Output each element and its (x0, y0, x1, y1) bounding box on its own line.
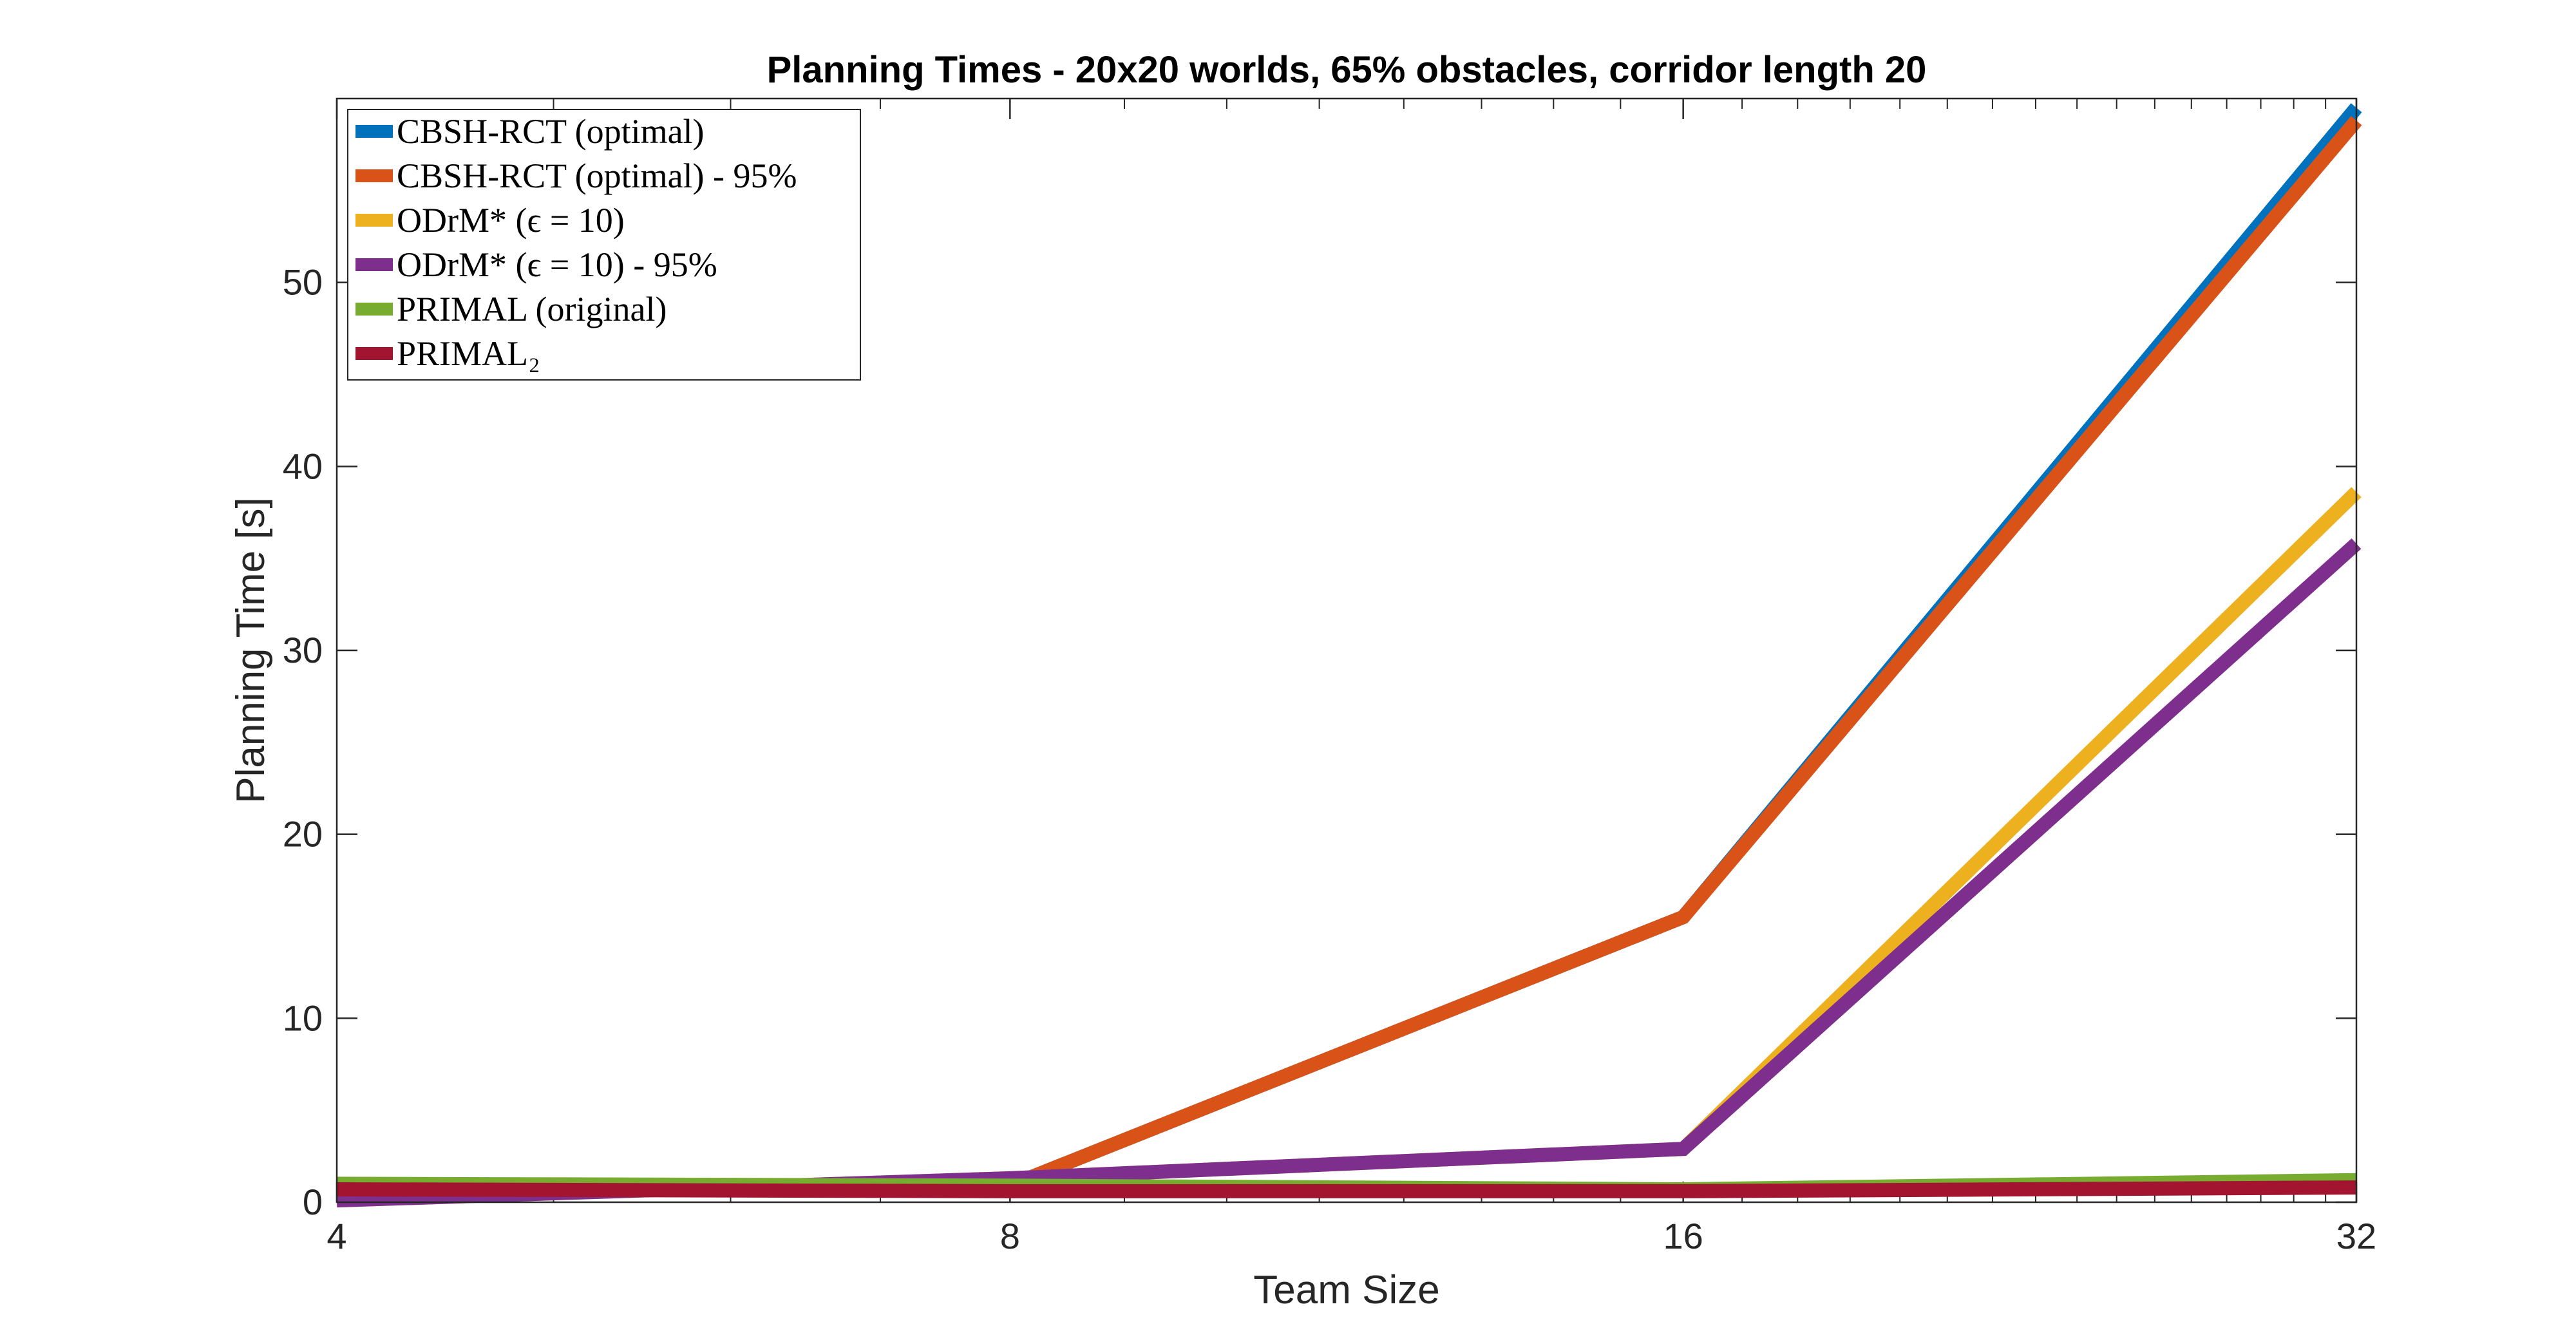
legend-label-6: PRIMAL₂ (397, 334, 540, 373)
y-tick-label: 10 (283, 997, 323, 1038)
y-tick-label: 40 (283, 446, 323, 486)
x-axis-label: Team Size (1253, 1268, 1439, 1312)
series-lines (336, 103, 2362, 1208)
y-tick-label: 50 (283, 262, 323, 303)
x-tick-label: 4 (327, 1216, 346, 1256)
y-axis-label: Planning Time [s] (229, 497, 273, 804)
legend: CBSH-RCT (optimal) CBSH-RCT (optimal) - 9… (347, 109, 861, 381)
y-tick-label: 30 (283, 630, 323, 670)
x-tick-label: 8 (1000, 1216, 1020, 1256)
legend-box (347, 109, 861, 381)
y-tick-label: 20 (283, 814, 323, 854)
legend-label-5: PRIMAL (original) (397, 290, 667, 328)
chart-title: Planning Times - 20x20 worlds, 65% obsta… (767, 49, 1927, 91)
y-tick-label: 0 (303, 1182, 323, 1222)
series-line-6 (336, 1180, 2357, 1198)
legend-label-3: ODrM* (ϵ = 10) (397, 201, 625, 240)
tick-labels: 4 8 16 32 0 10 20 30 40 50 (283, 262, 2376, 1256)
legend-label-2: CBSH-RCT (optimal) - 95% (397, 156, 797, 195)
legend-label-4: ODrM* (ϵ = 10) - 95% (397, 245, 717, 284)
x-tick-label: 16 (1663, 1216, 1703, 1256)
x-tick-label: 32 (2336, 1216, 2376, 1256)
legend-label-1: CBSH-RCT (optimal) (397, 112, 705, 151)
plot-area-box (336, 97, 2358, 1204)
